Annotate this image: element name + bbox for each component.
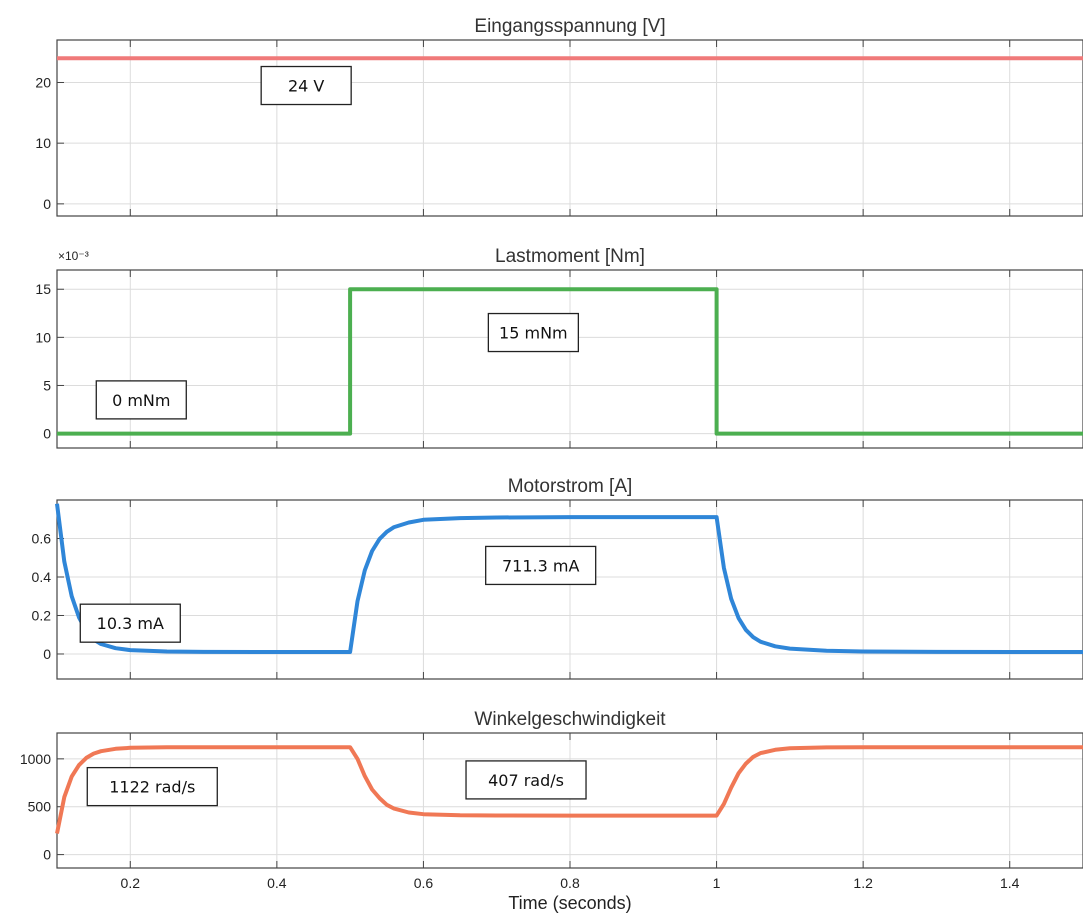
motorstrom-a-panel: 0 0.2 0.4 0.6 Motorstrom [A] 10.3 mA 711.3 mA — [32, 476, 1083, 680]
winkelgeschwindigkeit-panel: 0 500 1000 0.2 0.4 0.6 0.8 1 1.2 1.4 Winkelgeschwi… — [20, 709, 1083, 891]
y-tick-label: 0.2 — [32, 607, 52, 623]
y-tick-label: 15 — [35, 281, 51, 297]
eingangsspannung-v-panel: 0 10 20 Eingangsspannung [V] 24 V — [35, 16, 1083, 217]
lastmoment-nm-panel: 0 5 10 15 Lastmoment [Nm] ×10⁻³ 0 mNm 15 mNm — [35, 246, 1083, 449]
y-tick-label: 500 — [28, 799, 52, 815]
x-tick-label: 0.2 — [121, 875, 141, 891]
y-tick-label: 10 — [35, 329, 51, 345]
annotation-frame — [260, 65, 352, 106]
annotation-frame — [485, 545, 597, 586]
annotation-box: 711.3 mA — [485, 545, 597, 586]
annotation-text: 15 mNm — [499, 324, 568, 343]
winkelgeschwindigkeit-series-line — [55, 745, 1083, 834]
annotation-text: 10.3 mA — [97, 614, 164, 633]
annotation-box: 407 rad/s — [465, 760, 587, 800]
annotation-box: 0 mNm — [95, 380, 187, 420]
winkelgeschwindigkeit-title: Winkelgeschwindigkeit — [474, 709, 666, 730]
x-tick-label: 1.4 — [1000, 875, 1020, 891]
eingangsspannung-v-title: Eingangsspannung [V] — [474, 16, 665, 37]
annotation-box: 15 mNm — [487, 312, 580, 353]
annotation-box: 10.3 mA — [79, 603, 181, 643]
annotation-frame — [79, 603, 181, 643]
annotation-text: 407 rad/s — [488, 771, 564, 790]
annotation-text: 711.3 mA — [502, 556, 579, 575]
annotation-box: 24 V — [260, 65, 352, 106]
lastmoment-nm-series-line — [57, 287, 1083, 436]
annotation-frame — [95, 380, 187, 420]
x-axis-label: Time (seconds) — [508, 893, 631, 913]
annotation-text: 24 V — [288, 77, 324, 96]
y-tick-label: 1000 — [20, 751, 51, 767]
annotation-box: 1122 rad/s — [86, 766, 218, 807]
y-tick-label: 20 — [35, 74, 51, 90]
y-tick-label: 0.6 — [32, 530, 52, 546]
y-tick-label: 0 — [43, 847, 51, 863]
lastmoment-nm-title: Lastmoment [Nm] — [495, 246, 645, 267]
x-tick-label: 1.2 — [853, 875, 873, 891]
y-tick-label: 5 — [43, 377, 51, 393]
motorstrom-a-series-line — [55, 503, 1083, 654]
annotation-frame — [465, 760, 587, 800]
winkelgeschwindigkeit-grid — [57, 733, 1083, 868]
y-tick-label: 0.4 — [32, 569, 52, 585]
x-tick-label: 0.6 — [414, 875, 434, 891]
annotation-text: 0 mNm — [112, 391, 170, 410]
lastmoment-nm-exponent-label: ×10⁻³ — [58, 249, 89, 263]
x-tick-label: 1 — [713, 875, 721, 891]
motorstrom-a-title: Motorstrom [A] — [508, 476, 633, 497]
annotation-text: 1122 rad/s — [109, 778, 195, 797]
x-tick-label: 0.4 — [267, 875, 287, 891]
x-tick-label: 0.8 — [560, 875, 580, 891]
motorstrom-a-grid — [57, 500, 1083, 679]
annotation-frame — [487, 312, 580, 353]
y-tick-label: 0 — [43, 646, 51, 662]
y-tick-label: 10 — [35, 135, 51, 151]
annotation-frame — [86, 766, 218, 807]
y-tick-label: 0 — [43, 196, 51, 212]
eingangsspannung-v-grid — [57, 40, 1083, 216]
y-tick-label: 0 — [43, 426, 51, 442]
